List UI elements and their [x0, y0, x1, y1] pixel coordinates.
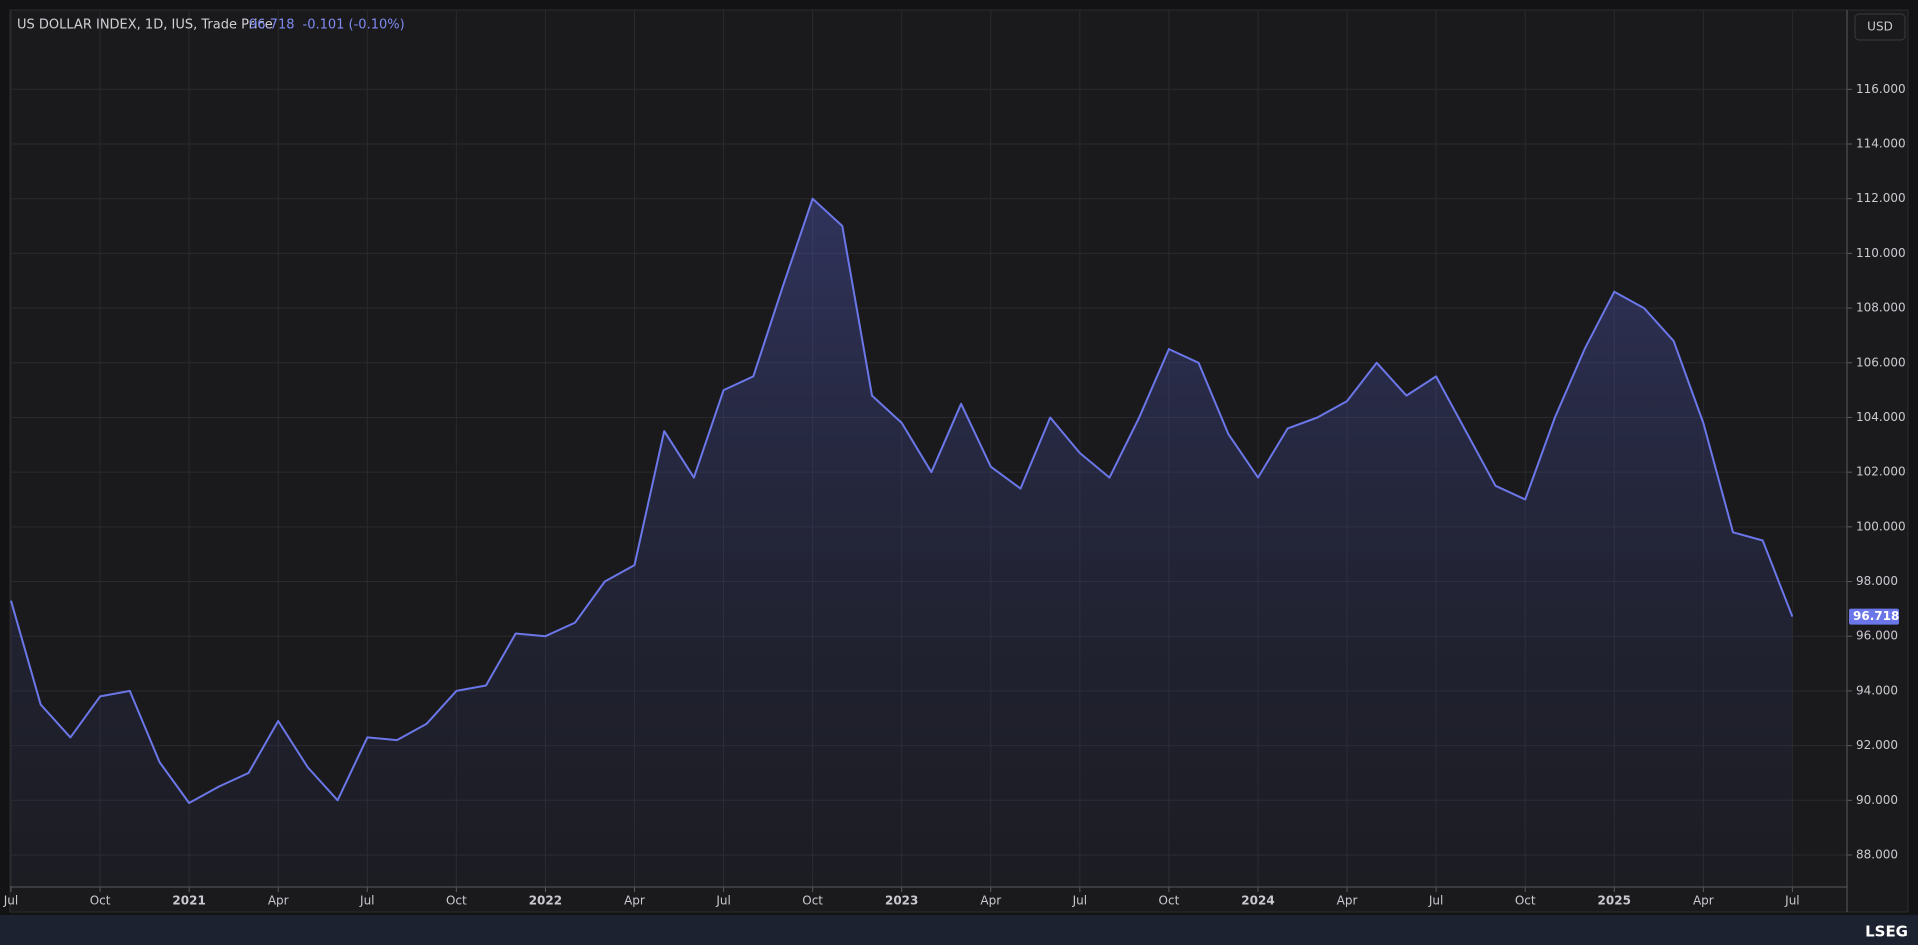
x-tick-label: Jul [3, 894, 18, 908]
y-tick-label: 90.000 [1856, 793, 1898, 807]
axes: 88.000 90.000 92.000 94.000 96.000 98.000 100.… [3, 82, 1906, 908]
y-tick-label: 96.000 [1856, 629, 1898, 643]
y-tick-label: 104.000 [1856, 410, 1906, 424]
plot [10, 197, 1794, 887]
x-tick-label: 2021 [172, 894, 205, 908]
logo: LSEG [1865, 923, 1908, 941]
y-tick-label: 98.000 [1856, 574, 1898, 588]
y-tick-label: 100.000 [1856, 519, 1906, 533]
x-tick-label: Oct [90, 894, 111, 908]
x-tick-label: Jul [1428, 894, 1443, 908]
y-tick-label: 114.000 [1856, 136, 1906, 150]
x-tick-label: 2025 [1598, 894, 1631, 908]
y-tick-label: 108.000 [1856, 301, 1906, 315]
currency-button[interactable] [1854, 13, 1906, 41]
y-tick-label: 102.000 [1856, 465, 1906, 479]
x-tick-label: 2022 [529, 894, 562, 908]
line [10, 197, 1794, 804]
y-tick-label: 88.000 [1856, 848, 1898, 862]
last-value-label: 96.718 [1853, 609, 1899, 623]
y-tick-label: 116.000 [1856, 82, 1906, 96]
x-tick-label: Oct [446, 894, 467, 908]
y-tick-label: 110.000 [1856, 246, 1906, 260]
x-tick-label: Jul [1072, 894, 1087, 908]
last-value-marker [1849, 608, 1899, 625]
y-tick-label: 92.000 [1856, 738, 1898, 752]
footer-bar [0, 915, 1918, 945]
x-tick-label: Apr [624, 894, 645, 908]
x-tick-label: Oct [1159, 894, 1180, 908]
x-tick-label: Jul [715, 894, 730, 908]
x-tick-label: Jul [359, 894, 374, 908]
area [11, 198, 1793, 887]
x-tick-label: 2023 [885, 894, 918, 908]
x-tick-label: Apr [1693, 894, 1714, 908]
y-tick-label: 94.000 [1856, 683, 1898, 697]
y-tick-label: 112.000 [1856, 191, 1906, 205]
x-tick-label: Oct [802, 894, 823, 908]
instrument-title: US DOLLAR INDEX, 1D, IUS, Trade Price [17, 18, 273, 33]
last-price: 96.718 [249, 18, 295, 33]
price-change: -0.101 (-0.10%) [303, 18, 405, 33]
x-tick-label: Apr [1337, 894, 1358, 908]
x-tick-label: Jul [1784, 894, 1799, 908]
y-tick-label: 106.000 [1856, 355, 1906, 369]
currency-label[interactable]: USD [1867, 20, 1893, 34]
x-tick-label: Oct [1515, 894, 1536, 908]
x-tick-label: Apr [268, 894, 289, 908]
x-tick-label: 2024 [1241, 894, 1274, 908]
x-tick-label: Apr [980, 894, 1001, 908]
